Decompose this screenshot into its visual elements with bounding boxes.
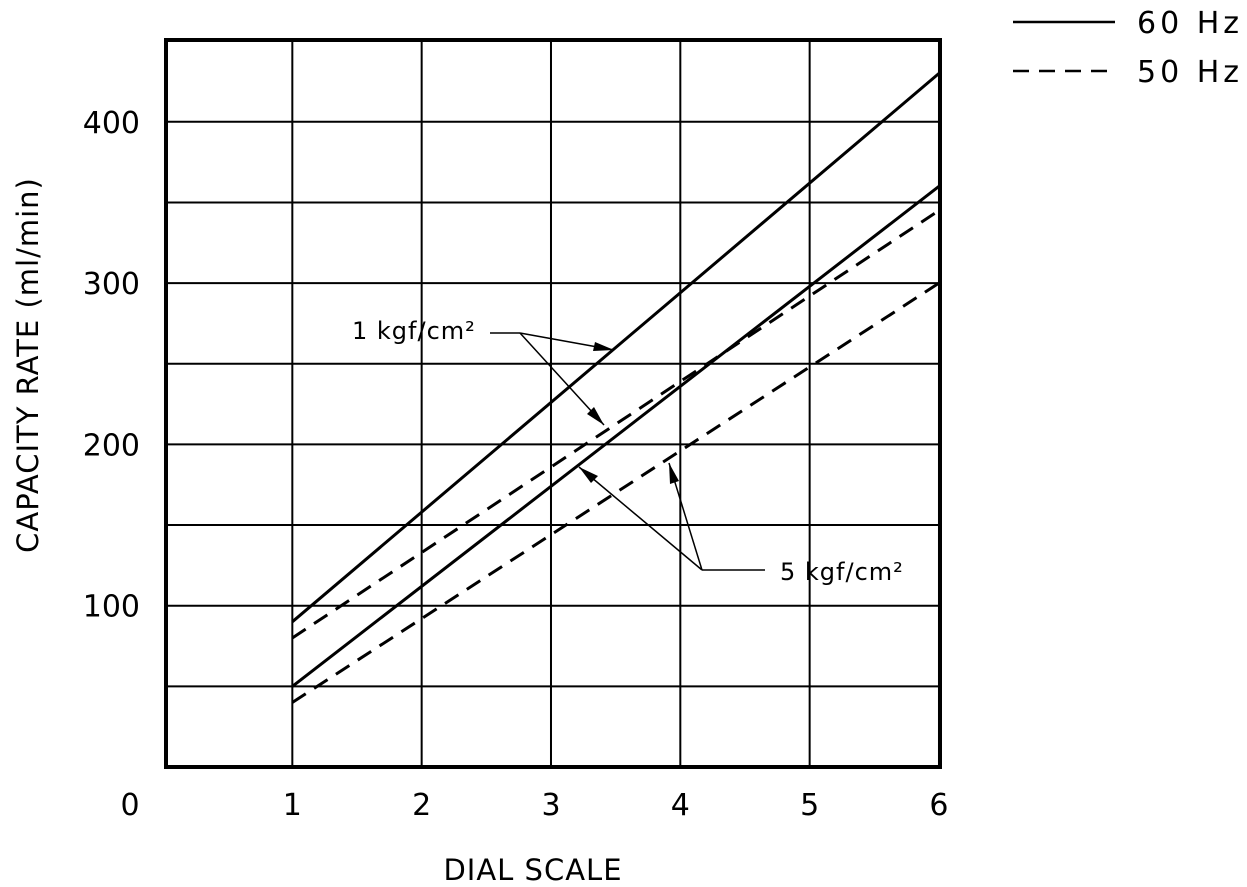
series-layer bbox=[291, 72, 940, 704]
x-axis-title: DIAL SCALE bbox=[443, 853, 622, 887]
y-axis-title: CAPACITY RATE (ml/min) bbox=[11, 177, 45, 553]
x-tick-label: 3 bbox=[541, 788, 560, 823]
series-line-1-solid bbox=[291, 72, 940, 623]
annotation-5kgf-arrowhead-b bbox=[669, 463, 679, 484]
legend-label-50hz: 50 Hz bbox=[1137, 55, 1243, 90]
annotation-5kgf-arrow-a bbox=[578, 466, 703, 571]
y-tick-label: 200 bbox=[83, 428, 140, 463]
x-tick-labels: 0 1 2 3 4 5 6 bbox=[120, 788, 948, 823]
x-tick-label: 0 bbox=[120, 788, 139, 823]
legend-label-60hz: 60 Hz bbox=[1137, 6, 1243, 41]
annotation-5kgf-label: 5 kgf/cm² bbox=[780, 558, 904, 586]
annotation-5kgf: 5 kgf/cm² bbox=[578, 462, 904, 586]
y-tick-label: 100 bbox=[83, 590, 140, 625]
y-tick-label: 300 bbox=[83, 267, 140, 302]
annotation-1kgf-arrowhead-a bbox=[593, 342, 614, 351]
plot-frame bbox=[164, 38, 942, 769]
y-tick-labels: 100 200 300 400 bbox=[83, 106, 140, 625]
x-tick-label: 6 bbox=[929, 788, 948, 823]
legend: 60 Hz 50 Hz bbox=[1013, 6, 1243, 90]
annotation-5kgf-arrowhead-a bbox=[579, 467, 598, 483]
y-tick-label: 400 bbox=[83, 106, 140, 141]
annotation-1kgf-arrowhead-b bbox=[587, 407, 604, 425]
annotation-1kgf: 1 kgf/cm² bbox=[352, 317, 615, 426]
series-line-3-solid bbox=[291, 185, 940, 688]
annotation-1kgf-label: 1 kgf/cm² bbox=[352, 317, 476, 345]
grid bbox=[166, 40, 940, 767]
annotation-1kgf-arrow-b bbox=[519, 332, 605, 426]
x-tick-label: 1 bbox=[283, 788, 302, 823]
x-tick-label: 4 bbox=[671, 788, 690, 823]
x-tick-label: 5 bbox=[800, 788, 819, 823]
x-tick-label: 2 bbox=[412, 788, 431, 823]
